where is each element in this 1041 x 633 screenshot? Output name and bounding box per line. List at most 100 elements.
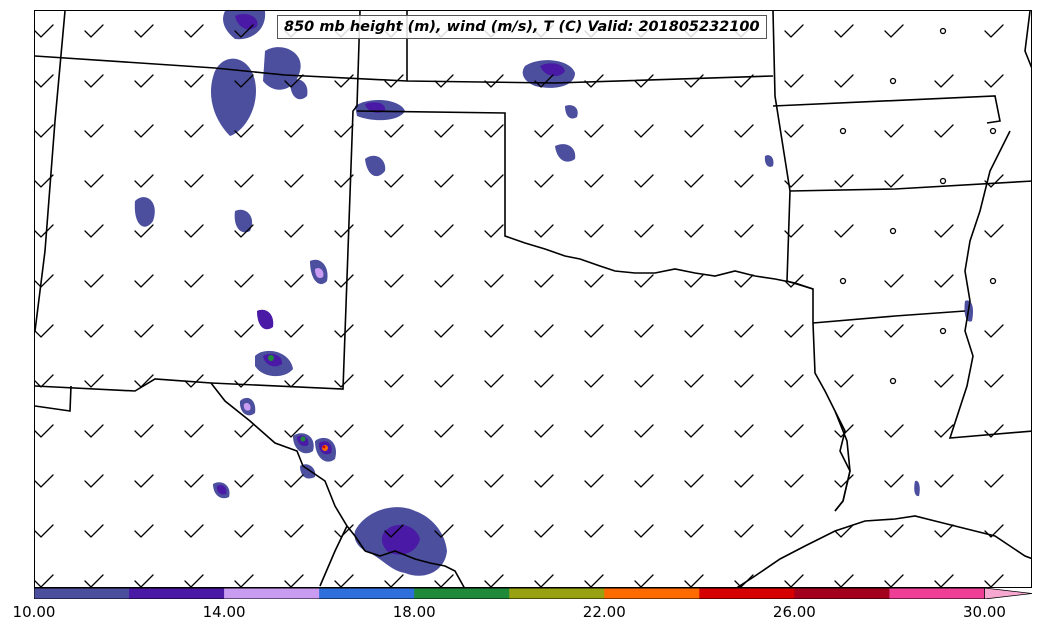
wind-barb [184, 274, 204, 288]
field-patch [365, 155, 386, 177]
wind-barb [234, 24, 254, 38]
wind-barb [434, 174, 454, 188]
colorbar-segment [509, 588, 605, 599]
field-patch [216, 485, 227, 495]
wind-barb [884, 274, 904, 288]
wind-barb [634, 124, 654, 138]
wind-barb [584, 374, 604, 388]
wind-barb [934, 524, 954, 538]
wind-barb [134, 74, 154, 88]
wind-barb [784, 324, 804, 338]
wind-barb [134, 324, 154, 338]
wind-barb [35, 224, 54, 238]
colorbar-segment [319, 588, 415, 599]
wind-barb [834, 324, 854, 338]
wind-barb [284, 224, 304, 238]
wind-barb [684, 124, 704, 138]
wind-barb [834, 524, 854, 538]
wind-barb [384, 224, 404, 238]
wind-barb [684, 374, 704, 388]
colorbar-segment [794, 588, 890, 599]
wind-barb [184, 224, 204, 238]
state-boundary-line [35, 385, 72, 412]
wind-barb [584, 74, 604, 88]
wind-barb [484, 524, 504, 538]
wind-barb [284, 574, 304, 587]
wind-barb [784, 574, 804, 587]
wind-barb [534, 124, 554, 138]
wind-barb [184, 174, 204, 188]
state-boundary-line [35, 55, 774, 84]
wind-barb [634, 574, 654, 587]
coastline [736, 515, 1031, 587]
wind-barb [234, 324, 254, 338]
wind-barb [284, 174, 304, 188]
wind-barb [684, 224, 704, 238]
wind-barb [934, 274, 954, 288]
field-patch [290, 79, 308, 100]
wind-barb [434, 574, 454, 587]
field-patch [381, 524, 420, 555]
wind-barb [284, 324, 304, 338]
wind-barb [384, 174, 404, 188]
wind-barb [734, 274, 754, 288]
wind-barb [934, 374, 954, 388]
wind-barb [184, 524, 204, 538]
colorbar-tick-label: 18.00 [392, 603, 436, 621]
wind-barb [889, 227, 897, 235]
wind-barb [134, 424, 154, 438]
wind-barb [784, 224, 804, 238]
wind-barb [384, 124, 404, 138]
field-patch [555, 144, 576, 162]
wind-barb [984, 524, 1004, 538]
wind-barb [434, 124, 454, 138]
wind-barb [334, 274, 354, 288]
wind-barb [384, 74, 404, 88]
wind-barb [35, 524, 54, 538]
wind-barb [939, 177, 947, 185]
wind-barb [234, 274, 254, 288]
wind-barb [734, 124, 754, 138]
wind-barb [734, 374, 754, 388]
wind-barb [234, 474, 254, 488]
wind-barb [434, 424, 454, 438]
wind-barb [35, 474, 54, 488]
wind-barb [334, 474, 354, 488]
wind-barbs [35, 24, 1004, 587]
wind-barb [84, 524, 104, 538]
wind-barb [984, 474, 1004, 488]
state-boundary-line [35, 378, 366, 552]
wind-barb [839, 127, 847, 135]
wind-barb [534, 274, 554, 288]
wind-barb [234, 224, 254, 238]
wind-barb [184, 474, 204, 488]
wind-barb [784, 474, 804, 488]
wind-barb [784, 374, 804, 388]
colorbar-tick-label: 14.00 [202, 603, 246, 621]
wind-barb [84, 574, 104, 587]
wind-barb [834, 224, 854, 238]
wind-barb [35, 74, 54, 88]
wind-barb [384, 274, 404, 288]
wind-barb [134, 474, 154, 488]
wind-barb [984, 74, 1004, 88]
state-boundary-line [356, 110, 814, 290]
wind-barb [184, 574, 204, 587]
wind-barb [384, 474, 404, 488]
wind-barb [35, 574, 54, 587]
colorbar-segment [699, 588, 795, 599]
wind-barb [984, 174, 1004, 188]
field-patch [243, 402, 251, 411]
wind-barb [684, 474, 704, 488]
wind-barb [384, 574, 404, 587]
wind-barb [284, 74, 304, 88]
wind-barb [434, 474, 454, 488]
wind-barb [784, 174, 804, 188]
wind-barb [634, 424, 654, 438]
wind-barb [234, 574, 254, 587]
colorbar-segment [604, 588, 700, 599]
wind-barb [584, 524, 604, 538]
wind-barb [484, 274, 504, 288]
wind-barb [35, 174, 54, 188]
wind-barb [684, 424, 704, 438]
